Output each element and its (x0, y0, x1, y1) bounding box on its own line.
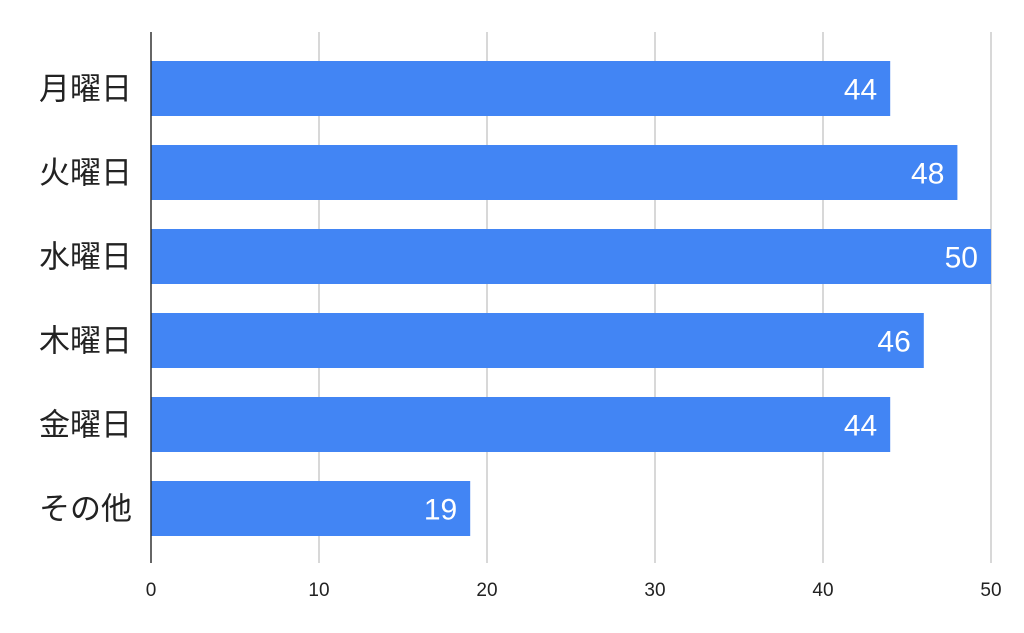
x-tick-label: 30 (644, 580, 665, 601)
bars (151, 61, 991, 536)
bar (151, 145, 958, 200)
x-tick-label: 20 (476, 580, 497, 601)
x-tick-label: 0 (146, 580, 157, 601)
bar (151, 61, 891, 116)
data-label: 46 (877, 326, 910, 359)
data-label: 44 (844, 410, 877, 443)
data-label: 50 (945, 242, 978, 275)
category-label: 木曜日 (39, 324, 132, 360)
bar (151, 481, 471, 536)
data-label: 44 (844, 74, 877, 107)
x-tick-label: 50 (980, 580, 1001, 601)
x-tick-label: 10 (308, 580, 329, 601)
category-label: 金曜日 (39, 408, 132, 444)
bar (151, 397, 891, 452)
grid-lines (318, 32, 992, 563)
data-labels: 44 48 50 46 44 19 (424, 74, 978, 527)
category-label: その他 (39, 492, 132, 528)
category-label: 水曜日 (39, 240, 132, 276)
bar (151, 229, 991, 284)
x-tick-label: 40 (812, 580, 833, 601)
category-label: 火曜日 (39, 156, 132, 192)
category-label: 月曜日 (39, 72, 132, 108)
bar (151, 313, 924, 368)
x-tick-labels: 0 10 20 30 40 50 (146, 580, 1002, 601)
data-label: 19 (424, 494, 457, 527)
data-label: 48 (911, 158, 944, 191)
